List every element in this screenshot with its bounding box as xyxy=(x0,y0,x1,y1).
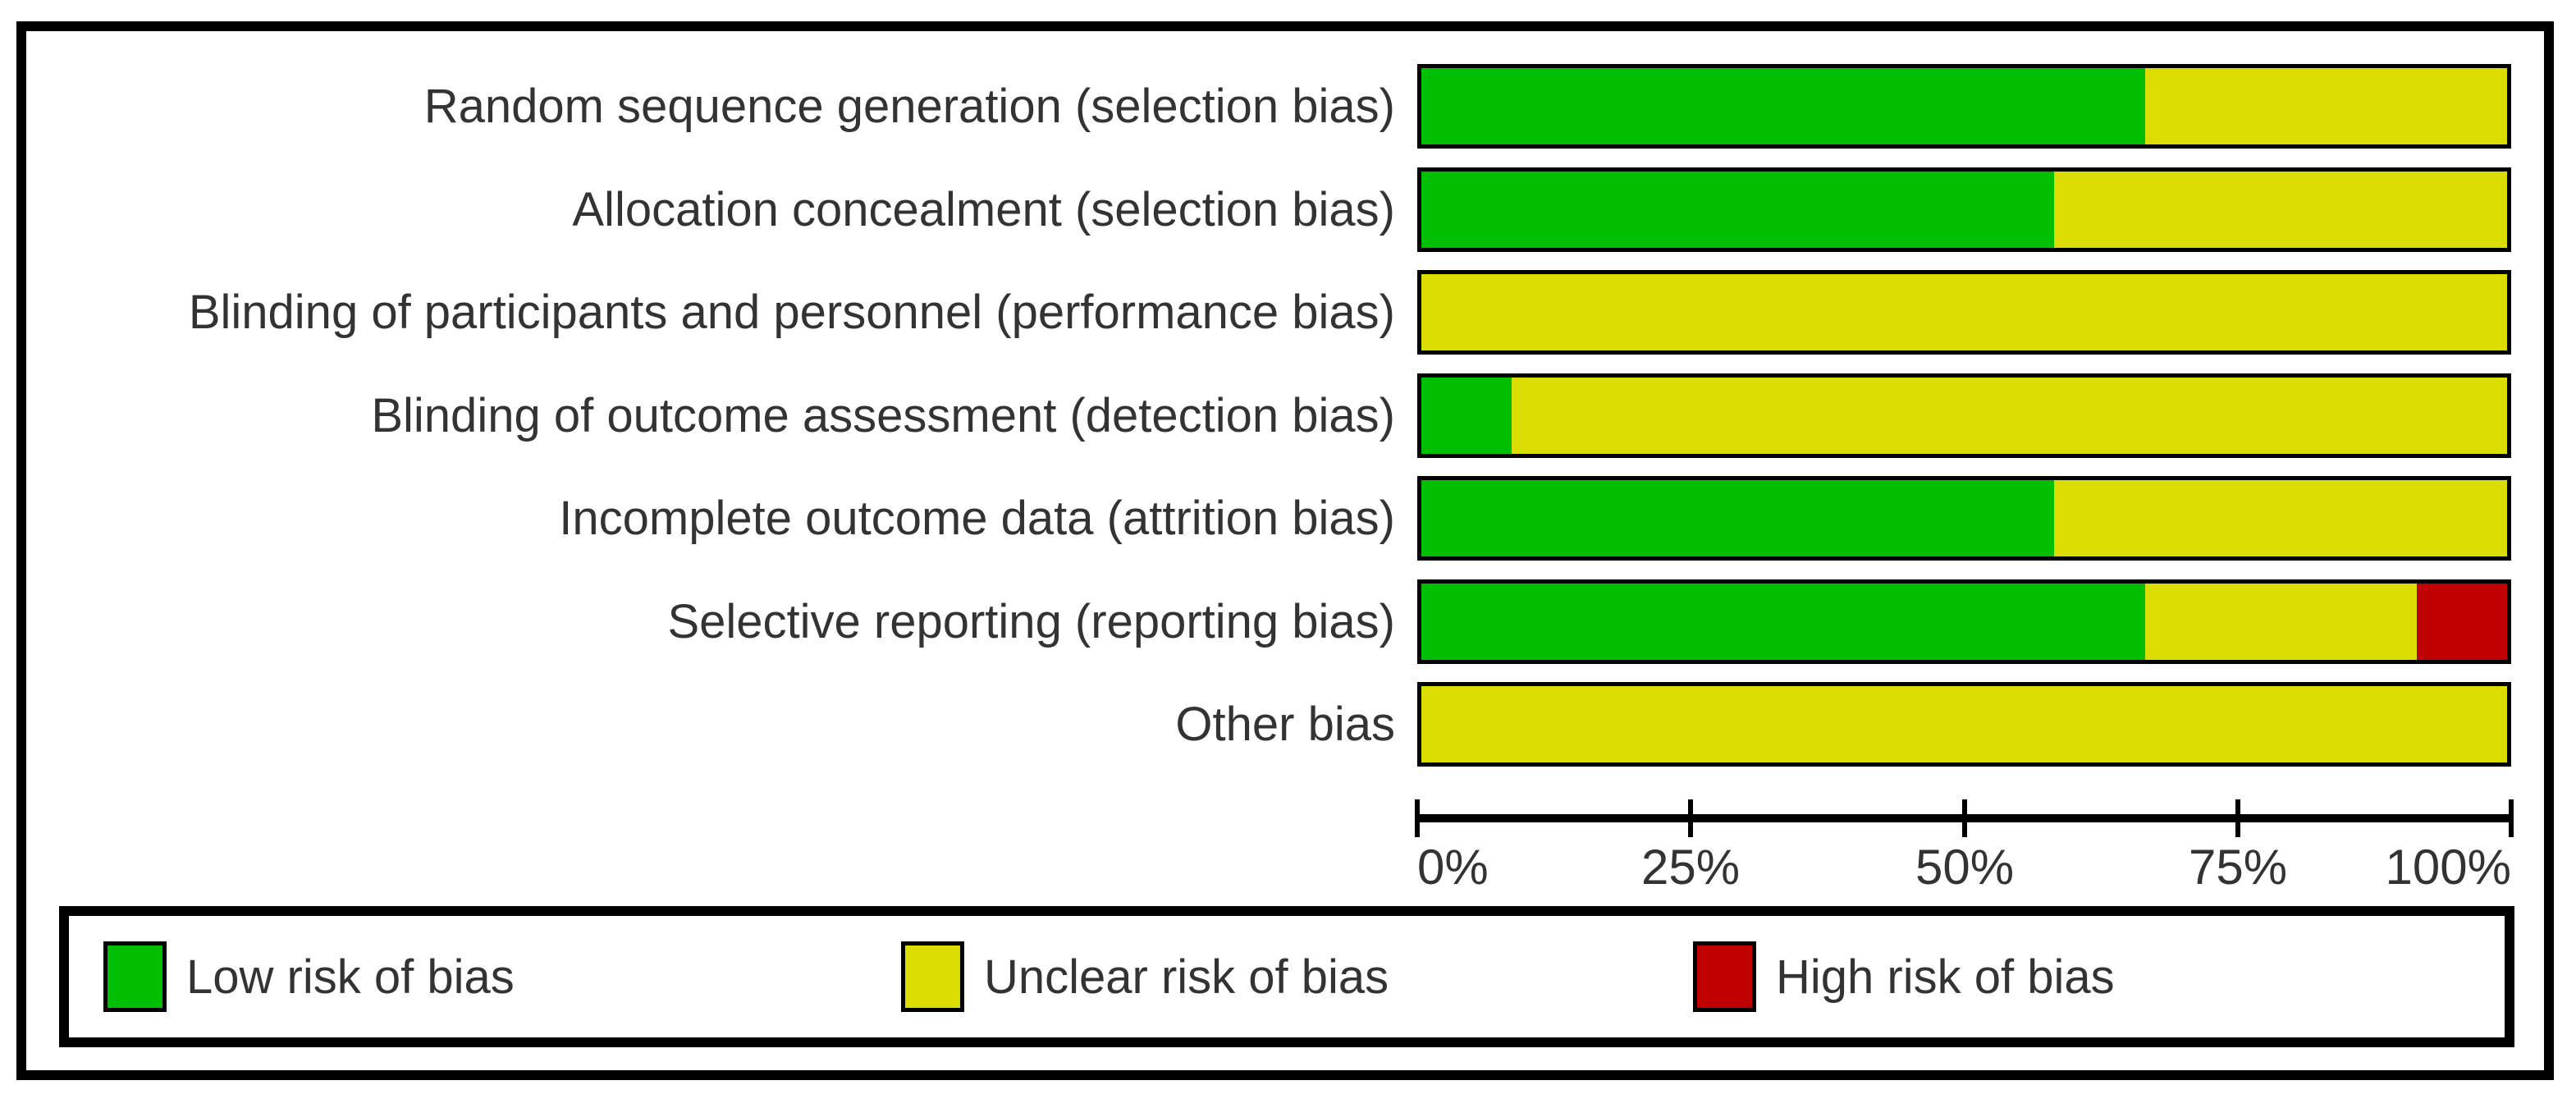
stacked-bar xyxy=(1417,476,2511,561)
row-label: Blinding of participants and personnel (… xyxy=(188,286,1395,339)
axis-tick xyxy=(2235,799,2240,837)
row-label: Selective reporting (reporting bias) xyxy=(667,595,1395,648)
bar-segment-unclear xyxy=(1421,686,2507,762)
bar-segment-unclear xyxy=(2054,480,2507,556)
stacked-bar xyxy=(1417,579,2511,664)
axis-tick xyxy=(1962,799,1967,837)
bar-segment-low xyxy=(1421,378,1512,454)
axis-tick-label: 0% xyxy=(1417,840,1489,895)
stacked-bar xyxy=(1417,270,2511,355)
axis-tick-label: 25% xyxy=(1640,840,1741,895)
bar-segment-unclear xyxy=(1421,274,2507,350)
bar-segment-low xyxy=(1421,584,2146,660)
stacked-bar xyxy=(1417,373,2511,458)
bar-segment-unclear xyxy=(2054,172,2507,248)
row-label: Incomplete outcome data (attrition bias) xyxy=(559,492,1395,545)
legend-swatch-high-risk xyxy=(1693,941,1756,1012)
legend: Low risk of bias Unclear risk of bias High… xyxy=(59,906,2514,1047)
bar-segment-low xyxy=(1421,480,2055,556)
legend-swatch-low-risk xyxy=(103,941,167,1012)
row-label: Blinding of outcome assessment (detectio… xyxy=(371,389,1395,442)
bar-segment-high xyxy=(2417,584,2507,660)
legend-label: Low risk of bias xyxy=(186,950,515,1004)
row-label: Other bias xyxy=(1175,698,1395,751)
row-label: Random sequence generation (selection bi… xyxy=(423,80,1395,133)
bar-segment-low xyxy=(1421,68,2146,144)
axis-tick xyxy=(1415,799,1420,837)
legend-label: Unclear risk of bias xyxy=(984,950,1389,1004)
bar-segment-unclear xyxy=(2145,68,2507,144)
axis-tick-label: 100% xyxy=(2385,840,2511,895)
axis-tick-label: 50% xyxy=(1915,840,2015,895)
axis-tick xyxy=(1688,799,1693,837)
stacked-bar xyxy=(1417,64,2511,149)
legend-entry-low-risk: Low risk of bias xyxy=(103,916,515,1037)
axis-tick-label: 75% xyxy=(2188,840,2288,895)
legend-swatch-unclear-risk xyxy=(901,941,964,1012)
bar-segment-unclear xyxy=(1511,378,2507,454)
stacked-bar xyxy=(1417,167,2511,252)
row-label: Allocation concealment (selection bias) xyxy=(572,183,1395,236)
bar-segment-unclear xyxy=(2145,584,2418,660)
stacked-bar xyxy=(1417,682,2511,767)
legend-entry-high-risk: High risk of bias xyxy=(1693,916,2115,1037)
legend-entry-unclear-risk: Unclear risk of bias xyxy=(901,916,1389,1037)
bar-segment-low xyxy=(1421,172,2055,248)
axis-tick xyxy=(2509,799,2514,837)
outer-frame xyxy=(16,21,2554,1080)
legend-label: High risk of bias xyxy=(1776,950,2115,1004)
